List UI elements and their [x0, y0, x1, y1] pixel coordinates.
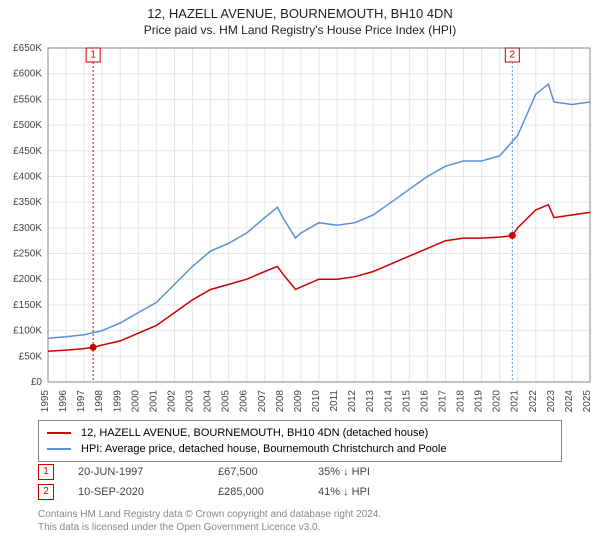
- svg-text:£100K: £100K: [13, 326, 42, 337]
- svg-text:2020: 2020: [492, 390, 503, 412]
- chart-title: 12, HAZELL AVENUE, BOURNEMOUTH, BH10 4DN: [0, 6, 600, 21]
- legend-swatch: [47, 448, 71, 450]
- marker-price: £67,500: [218, 466, 318, 478]
- marker-pct: 35% ↓ HPI: [318, 466, 418, 478]
- svg-text:2025: 2025: [582, 390, 593, 412]
- svg-text:2014: 2014: [383, 390, 394, 412]
- line-chart-svg: £0 £50K £100K £150K £200K £250K £300K £350K £400…: [0, 42, 600, 412]
- svg-text:2021: 2021: [510, 390, 521, 412]
- svg-text:2019: 2019: [474, 390, 485, 412]
- svg-text:2022: 2022: [528, 390, 539, 412]
- marker-date: 10-SEP-2020: [78, 486, 218, 498]
- svg-text:1999: 1999: [112, 390, 123, 412]
- svg-text:1: 1: [90, 50, 96, 61]
- svg-text:£50K: £50K: [19, 351, 43, 362]
- svg-text:2000: 2000: [130, 390, 141, 412]
- svg-text:2005: 2005: [221, 390, 232, 412]
- marker-table: 1 20-JUN-1997 £67,500 35% ↓ HPI 2 10-SEP…: [38, 462, 562, 502]
- svg-text:£450K: £450K: [13, 146, 42, 157]
- svg-text:2001: 2001: [148, 390, 159, 412]
- svg-text:2007: 2007: [257, 390, 268, 412]
- svg-text:2018: 2018: [456, 390, 467, 412]
- svg-text:2004: 2004: [203, 390, 214, 412]
- svg-text:2016: 2016: [419, 390, 430, 412]
- attribution-line: This data is licensed under the Open Gov…: [38, 521, 562, 534]
- svg-text:£300K: £300K: [13, 223, 42, 234]
- svg-text:£200K: £200K: [13, 274, 42, 285]
- svg-text:£650K: £650K: [13, 43, 42, 54]
- svg-text:2013: 2013: [365, 390, 376, 412]
- legend: 12, HAZELL AVENUE, BOURNEMOUTH, BH10 4DN…: [38, 420, 562, 462]
- marker-badge: 1: [38, 464, 54, 480]
- marker-row-1: 1 20-JUN-1997 £67,500 35% ↓ HPI: [38, 462, 562, 482]
- svg-text:1998: 1998: [94, 390, 105, 412]
- svg-text:2003: 2003: [185, 390, 196, 412]
- chart-area: £0 £50K £100K £150K £200K £250K £300K £350K £400…: [0, 42, 600, 412]
- svg-text:2008: 2008: [275, 390, 286, 412]
- svg-text:2002: 2002: [166, 390, 177, 412]
- svg-text:£250K: £250K: [13, 249, 42, 260]
- svg-text:2: 2: [510, 50, 516, 61]
- marker-pct: 41% ↓ HPI: [318, 486, 418, 498]
- svg-text:2023: 2023: [546, 390, 557, 412]
- svg-text:£550K: £550K: [13, 94, 42, 105]
- svg-text:£350K: £350K: [13, 197, 42, 208]
- marker-price: £285,000: [218, 486, 318, 498]
- legend-swatch: [47, 432, 71, 434]
- svg-text:1995: 1995: [40, 390, 51, 412]
- legend-label: 12, HAZELL AVENUE, BOURNEMOUTH, BH10 4DN…: [81, 427, 428, 439]
- chart-subtitle: Price paid vs. HM Land Registry's House …: [0, 23, 600, 37]
- svg-text:2012: 2012: [347, 390, 358, 412]
- attribution-line: Contains HM Land Registry data © Crown c…: [38, 508, 562, 521]
- chart-container: 12, HAZELL AVENUE, BOURNEMOUTH, BH10 4DN…: [0, 0, 600, 560]
- marker-badge: 2: [38, 484, 54, 500]
- svg-text:2024: 2024: [564, 390, 575, 412]
- svg-text:2017: 2017: [437, 390, 448, 412]
- svg-text:2011: 2011: [329, 390, 340, 412]
- title-block: 12, HAZELL AVENUE, BOURNEMOUTH, BH10 4DN…: [0, 0, 600, 37]
- svg-text:1996: 1996: [58, 390, 69, 412]
- svg-text:£150K: £150K: [13, 300, 42, 311]
- svg-text:2010: 2010: [311, 390, 322, 412]
- svg-text:£0: £0: [31, 377, 43, 388]
- svg-text:2006: 2006: [239, 390, 250, 412]
- svg-text:2015: 2015: [401, 390, 412, 412]
- svg-text:£500K: £500K: [13, 120, 42, 131]
- svg-text:1997: 1997: [76, 390, 87, 412]
- marker-row-2: 2 10-SEP-2020 £285,000 41% ↓ HPI: [38, 482, 562, 502]
- svg-text:£400K: £400K: [13, 171, 42, 182]
- attribution: Contains HM Land Registry data © Crown c…: [38, 508, 562, 534]
- svg-text:£600K: £600K: [13, 69, 42, 80]
- legend-item-property: 12, HAZELL AVENUE, BOURNEMOUTH, BH10 4DN…: [47, 425, 553, 441]
- legend-item-hpi: HPI: Average price, detached house, Bour…: [47, 441, 553, 457]
- marker-date: 20-JUN-1997: [78, 466, 218, 478]
- svg-text:2009: 2009: [293, 390, 304, 412]
- legend-label: HPI: Average price, detached house, Bour…: [81, 443, 446, 455]
